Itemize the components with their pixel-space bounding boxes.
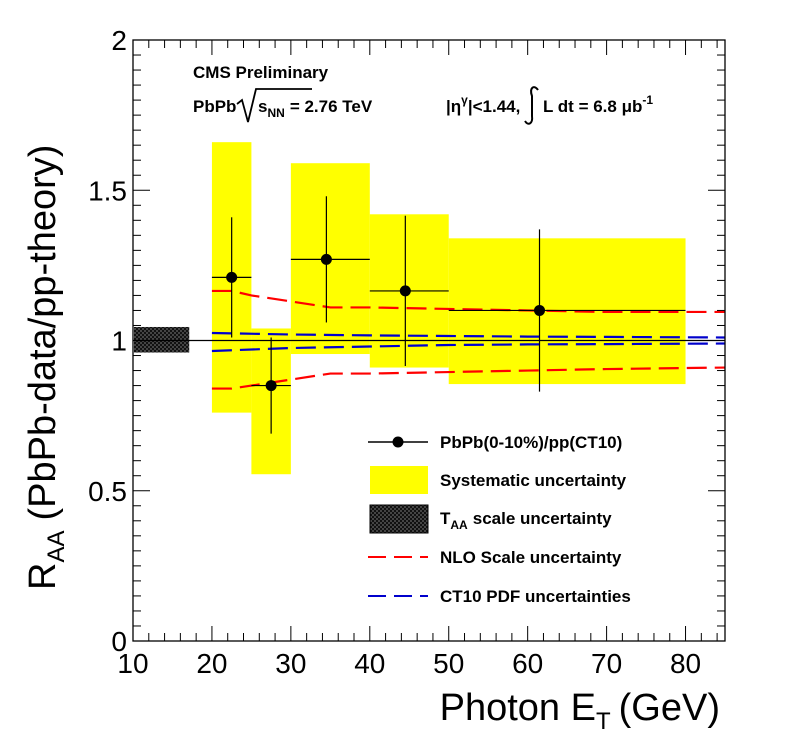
- pdf-band-lower: [211, 342, 726, 353]
- y-tick-label: 0.5: [88, 476, 127, 507]
- legend-label-systematic: Systematic uncertainty: [440, 471, 627, 490]
- data-points: [211, 196, 686, 434]
- sqrt-symbol: [236, 88, 312, 123]
- legend-label-data: PbPb(0-10%)/pp(CT10): [440, 433, 622, 452]
- nlo-band-lower: [211, 366, 726, 390]
- data-point-3: [399, 285, 411, 297]
- legend-entry-taa: TAA scale uncertainty: [369, 504, 612, 534]
- system-label: PbPb: [193, 97, 236, 116]
- legend-entry-data: PbPb(0-10%)/pp(CT10): [368, 433, 622, 452]
- energy-label: sNN = 2.76 TeV: [258, 97, 373, 120]
- legend-swatch-systematic: [370, 466, 428, 494]
- y-tick-label: 1: [111, 326, 127, 357]
- legend-label-pdf: CT10 PDF uncertainties: [440, 587, 631, 606]
- legend-label-nlo: NLO Scale uncertainty: [440, 548, 622, 567]
- legend: PbPb(0-10%)/pp(CT10) Systematic uncertai…: [368, 433, 631, 606]
- legend-entry-pdf: CT10 PDF uncertainties: [368, 587, 631, 606]
- integral-symbol: [524, 86, 539, 125]
- legend-entry-systematic: Systematic uncertainty: [370, 466, 627, 494]
- data-point-4: [534, 304, 546, 316]
- y-tick-label: 2: [111, 25, 127, 56]
- data-point-1: [265, 380, 277, 392]
- systematic-boxes: [211, 142, 686, 475]
- axes: 10 20 30 40 50 60 70 80 0 0.5 1 1.5 2: [88, 25, 726, 679]
- lumi-label: L dt = 6.8 μb-1: [543, 93, 653, 116]
- x-tick-label: 80: [670, 648, 701, 679]
- taa-box: [134, 326, 190, 353]
- x-tick-label: 70: [591, 648, 622, 679]
- y-tick-label: 0: [111, 626, 127, 657]
- x-tick-label: 50: [433, 648, 464, 679]
- x-tick-label: 10: [117, 648, 148, 679]
- pdf-band-upper: [211, 331, 726, 339]
- theory-bands: [211, 289, 726, 390]
- x-tick-label: 60: [512, 648, 543, 679]
- legend-marker-dot: [392, 436, 404, 448]
- legend-swatch-taa: [369, 504, 429, 534]
- taa-box-group: [134, 326, 190, 353]
- x-tick-label: 40: [354, 648, 385, 679]
- legend-entry-nlo: NLO Scale uncertainty: [368, 548, 622, 567]
- y-tick-label: 1.5: [88, 175, 127, 206]
- y-axis-title: RAA(PbPb-data/pp-theory): [22, 145, 70, 590]
- x-tick-label: 30: [275, 648, 306, 679]
- x-axis-title: Photon ET (GeV): [440, 687, 720, 735]
- x-tick-label: 20: [196, 648, 227, 679]
- legend-label-taa: TAA scale uncertainty: [440, 509, 612, 532]
- data-point-2: [320, 253, 332, 265]
- nlo-band-upper: [211, 289, 725, 314]
- data-point-0: [226, 271, 238, 283]
- experiment-label: CMS Preliminary: [193, 63, 329, 82]
- eta-cut-label: |ηγ|<1.44,: [446, 93, 520, 116]
